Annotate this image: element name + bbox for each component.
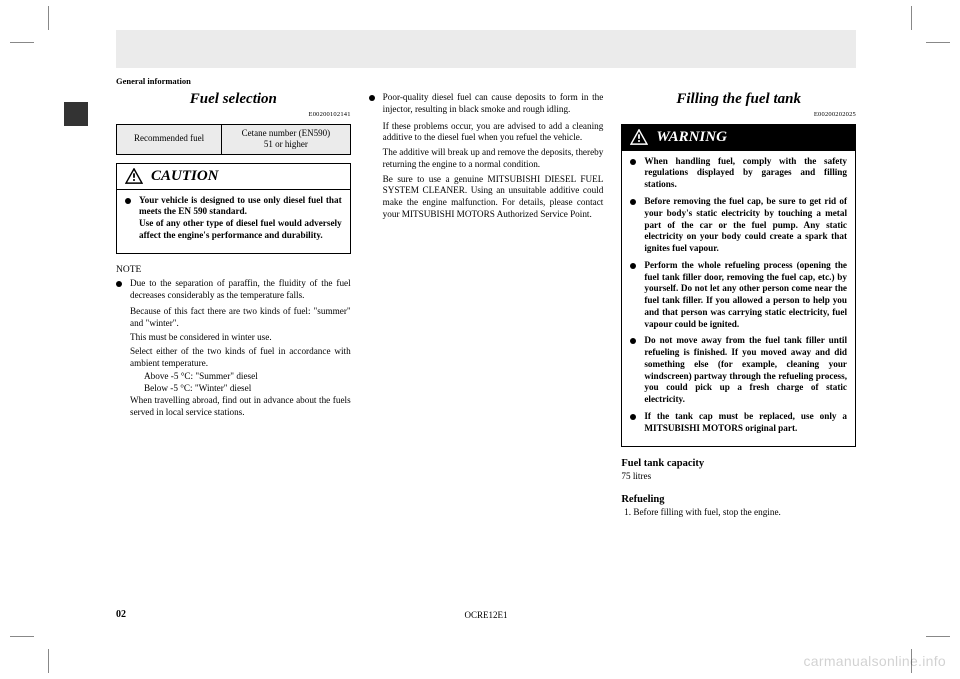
refueling-steps: Before filling with fuel, stop the engin… (621, 507, 856, 519)
page: General information Fuel selection E0020… (116, 30, 856, 620)
warning-item: Do not move away from the fuel tank fill… (630, 335, 847, 406)
warning-item: If the tank cap must be replaced, use on… (630, 411, 847, 435)
column-2: Poor-quality diesel fuel can cause depos… (369, 90, 604, 519)
caution-item: Your vehicle is designed to use only die… (125, 195, 342, 242)
fuel-selection-heading: Fuel selection (116, 90, 351, 109)
spec-value: Cetane number (EN590) 51 or higher (222, 124, 351, 154)
caution-box: CAUTION Your vehicle is designed to use … (116, 163, 351, 254)
columns: Fuel selection E00200102141 Recommended … (116, 90, 856, 519)
spec-label: Recommended fuel (117, 124, 222, 154)
running-header: General information (116, 76, 191, 86)
refueling-label: Refueling (621, 493, 856, 506)
crop-mark (48, 6, 49, 30)
col2-bullet: Poor-quality diesel fuel can cause depos… (369, 92, 604, 116)
note-para: Select either of the two kinds of fuel i… (116, 346, 351, 370)
warning-title: WARNING (656, 128, 727, 147)
warning-item: Perform the whole refueling process (ope… (630, 260, 847, 331)
crop-mark (10, 42, 34, 43)
crop-mark (10, 636, 34, 637)
crop-mark (911, 6, 912, 30)
refueling-step: Before filling with fuel, stop the engin… (633, 507, 856, 519)
filling-fuel-id: E00200202025 (621, 111, 856, 119)
capacity-value: 75 litres (621, 471, 856, 483)
note-item: Due to the separation of paraffin, the f… (116, 278, 351, 302)
note-label: NOTE (116, 264, 351, 276)
col2-para: The additive will break up and remove th… (369, 147, 604, 171)
col2-para: If these problems occur, you are advised… (369, 121, 604, 145)
warning-item: Before removing the fuel cap, be sure to… (630, 196, 847, 255)
caution-head: CAUTION (117, 164, 350, 190)
header-bar (116, 30, 856, 68)
note-para: Because of this fact there are two kinds… (116, 306, 351, 330)
warning-item: When handling fuel, comply with the safe… (630, 156, 847, 191)
caution-body: Your vehicle is designed to use only die… (117, 190, 350, 253)
caution-triangle-icon (125, 168, 143, 184)
footer-page-number: 02 (116, 609, 126, 620)
note-indent: Above -5 °C: "Summer" diesel (116, 371, 351, 383)
capacity-label: Fuel tank capacity (621, 457, 856, 470)
caution-title: CAUTION (151, 167, 219, 186)
footer-doc-code: OCRE12E1 (464, 610, 507, 620)
warning-body: When handling fuel, comply with the safe… (622, 151, 855, 446)
warning-triangle-icon (630, 129, 648, 145)
column-3: Filling the fuel tank E00200202025 WARNI… (621, 90, 856, 519)
fuel-selection-id: E00200102141 (116, 111, 351, 119)
crop-mark (48, 649, 49, 673)
col2-body: If these problems occur, you are advised… (369, 121, 604, 221)
col2-para: Be sure to use a genuine MITSUBISHI DIES… (369, 174, 604, 221)
crop-mark (926, 42, 950, 43)
watermark: carmanualsonline.info (804, 653, 947, 669)
fuel-spec-table: Recommended fuel Cetane number (EN590) 5… (116, 124, 351, 155)
filling-fuel-heading: Filling the fuel tank (621, 90, 856, 109)
warning-head: WARNING (622, 125, 855, 151)
side-tab (64, 102, 88, 126)
column-1: Fuel selection E00200102141 Recommended … (116, 90, 351, 519)
warning-box: WARNING When handling fuel, comply with … (621, 124, 856, 447)
crop-mark (926, 636, 950, 637)
note-para: This must be considered in winter use. (116, 332, 351, 344)
note-indent: Below -5 °C: "Winter" diesel (116, 383, 351, 395)
note-tail: When travelling abroad, find out in adva… (116, 395, 351, 419)
